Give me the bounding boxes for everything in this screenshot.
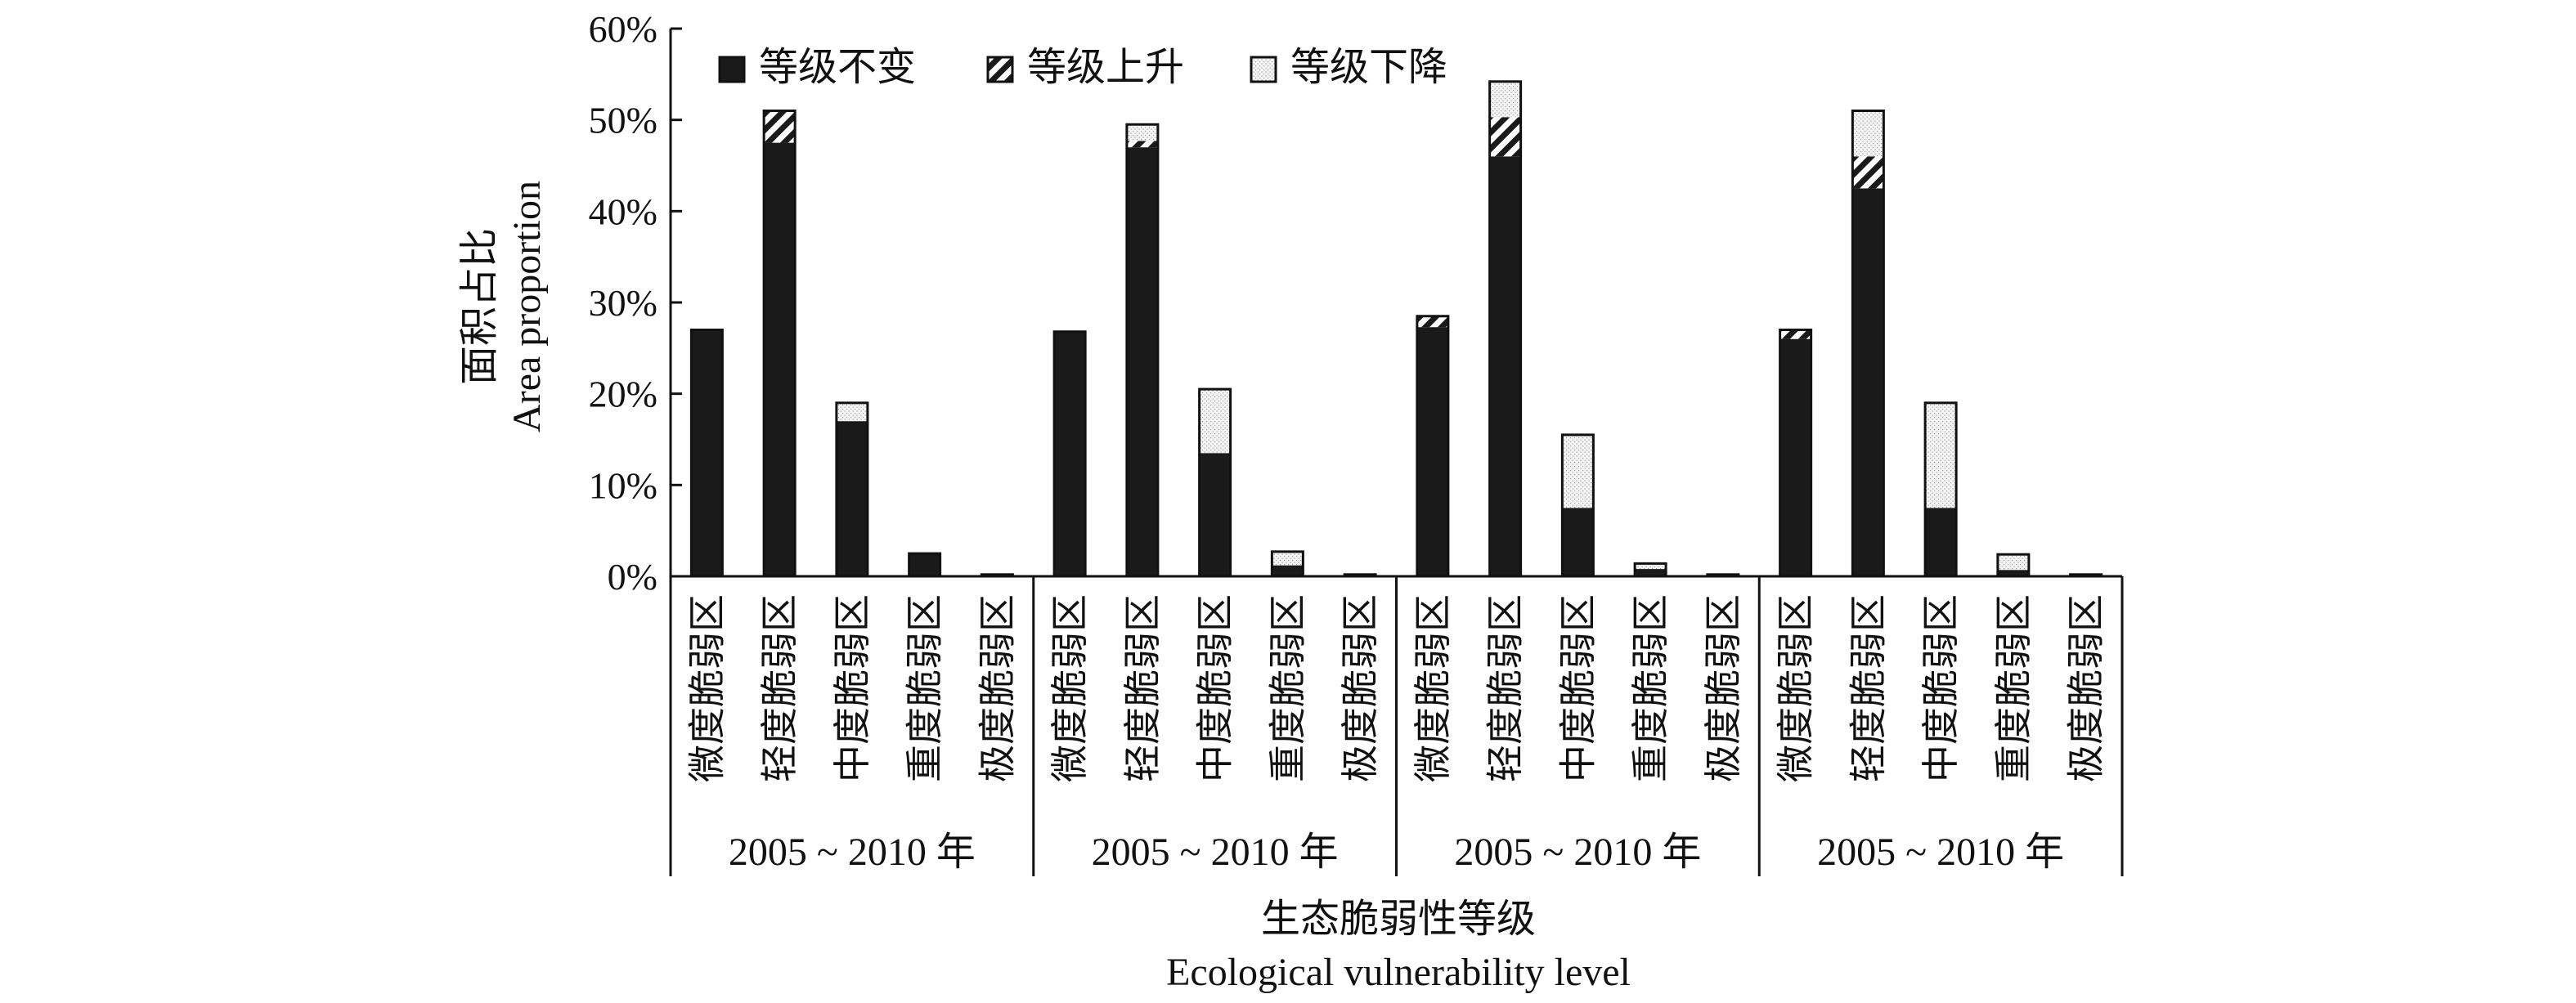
category-label: 极度脆弱区 [2064, 594, 2108, 782]
category-label: 极度脆弱区 [1338, 594, 1382, 782]
bar-segment [1562, 508, 1594, 576]
bar-segment [1635, 563, 1667, 570]
x-axis-title-cn: 生态脆弱性等级 [1261, 896, 1536, 942]
bar-segment [1199, 453, 1231, 576]
bar-segment [1272, 551, 1304, 566]
x-axis-title-en: Ecological vulnerability level [1166, 951, 1631, 994]
y-tick-label: 30% [589, 282, 657, 324]
y-axis-title: 面积占比 Area proportion [456, 181, 549, 432]
category-label: 中度脆弱区 [1555, 594, 1600, 782]
y-axis-title-en: Area proportion [505, 181, 549, 432]
category-label: 轻度脆弱区 [757, 594, 801, 782]
bar-segment [1635, 569, 1667, 576]
y-tick-label: 10% [589, 464, 657, 506]
y-tick-label: 50% [589, 100, 657, 141]
y-axis-title-cn: 面积占比 [456, 228, 502, 385]
y-tick-label: 20% [589, 374, 657, 415]
bar-segment [1779, 329, 1811, 339]
category-label: 中度脆弱区 [1193, 594, 1237, 782]
legend-label: 等级上升 [1027, 44, 1184, 90]
category-label: 重度脆弱区 [1628, 594, 1672, 782]
bar-segment [1925, 402, 1957, 508]
category-label: 重度脆弱区 [903, 594, 947, 782]
bar-segment [1054, 331, 1086, 576]
bar-segment [1489, 81, 1521, 118]
category-label: 轻度脆弱区 [1846, 594, 1890, 782]
group-label: 2005 ~ 2010 年 [1092, 831, 1339, 874]
legend-swatch [986, 56, 1014, 83]
category-label: 重度脆弱区 [1991, 594, 2035, 782]
bar-segment [1779, 338, 1811, 576]
group-label: 2005 ~ 2010 年 [1454, 831, 1701, 874]
category-label: 重度脆弱区 [1265, 594, 1309, 782]
bar-segment [1852, 156, 1884, 189]
y-axis: 0% 10% 20% 30% 40% 50% 60% [589, 8, 682, 598]
category-label: 轻度脆弱区 [1483, 594, 1528, 782]
category-label: 微度脆弱区 [1048, 594, 1092, 782]
bar-segment [691, 329, 723, 576]
bar-segment [1852, 188, 1884, 576]
y-tick-label: 0% [608, 556, 657, 598]
legend-label: 等级下降 [1290, 44, 1447, 90]
category-label: 极度脆弱区 [975, 594, 1019, 782]
legend-label: 等级不变 [759, 44, 916, 90]
bar-segment [1416, 316, 1448, 328]
bar-segment [1416, 327, 1448, 576]
category-label: 微度脆弱区 [684, 594, 729, 782]
bar-segment [1489, 156, 1521, 577]
group-label: 2005 ~ 2010 年 [1817, 831, 2064, 874]
bar-segment [836, 421, 868, 576]
bar-segment [1126, 141, 1158, 148]
category-label: 轻度脆弱区 [1120, 594, 1165, 782]
group-label: 2005 ~ 2010 年 [729, 831, 976, 874]
bar-segment [1997, 570, 2029, 576]
bar-segment [1489, 117, 1521, 157]
bar-segment [1852, 110, 1884, 157]
bar-segment [764, 142, 796, 577]
category-label: 中度脆弱区 [1919, 594, 1963, 782]
legend: 等级不变 等级上升 等级下降 [718, 44, 1447, 90]
bar-segment [1562, 434, 1594, 508]
bar-segment [836, 402, 868, 422]
category-label: 微度脆弱区 [1411, 594, 1455, 782]
bar-segment [909, 553, 940, 576]
bar-segment [1997, 554, 2029, 571]
y-tick-label: 40% [589, 190, 657, 232]
legend-swatch [1250, 56, 1277, 83]
bar-segment [1199, 389, 1231, 454]
bar-segment [1925, 508, 1957, 576]
bar-segment [1126, 147, 1158, 576]
bar-segment [1272, 565, 1304, 576]
category-label: 微度脆弱区 [1774, 594, 1818, 782]
bars [689, 80, 2103, 578]
legend-swatch [718, 56, 746, 83]
bar-segment [764, 110, 796, 143]
category-label: 中度脆弱区 [830, 594, 874, 782]
category-label: 极度脆弱区 [1701, 594, 1745, 782]
y-tick-label: 60% [589, 8, 657, 50]
bar-segment [1126, 124, 1158, 141]
